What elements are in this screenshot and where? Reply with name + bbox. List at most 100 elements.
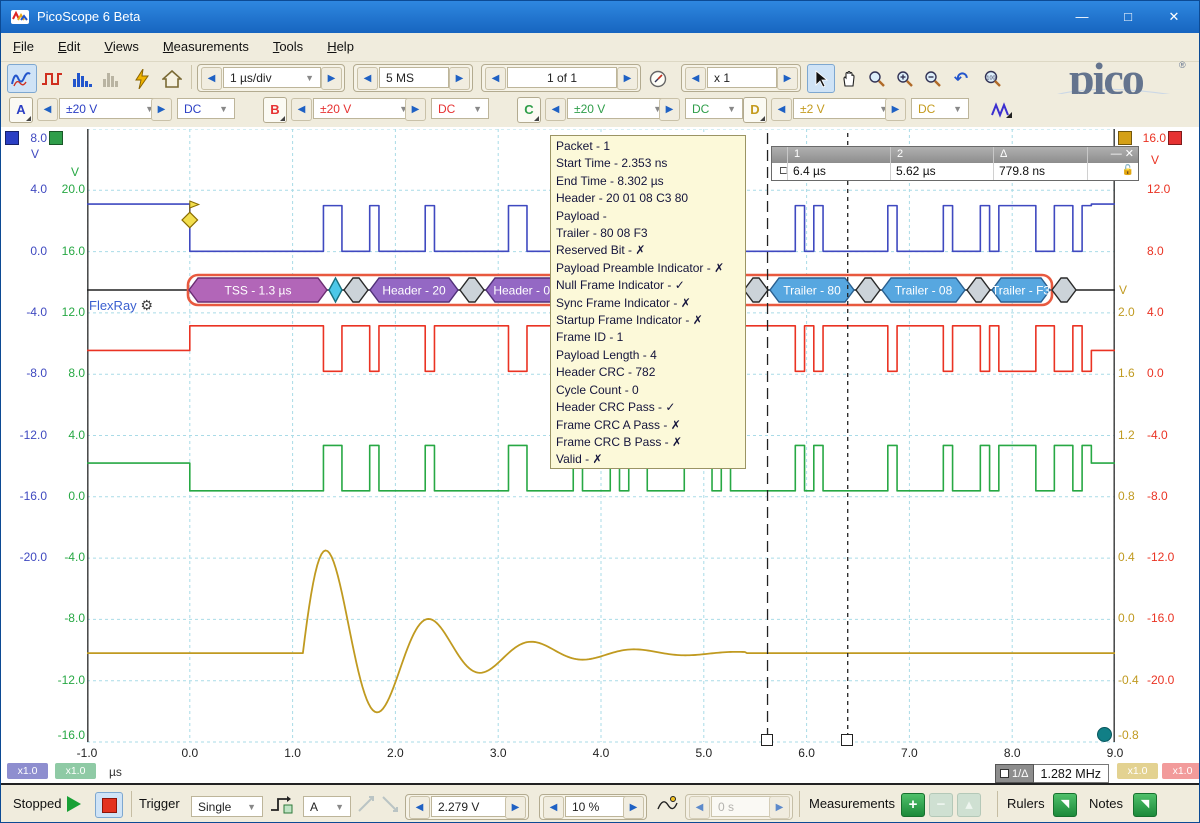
channel-d-marker[interactable] <box>1097 727 1112 742</box>
trigger-level-up[interactable]: ▶ <box>505 796 526 819</box>
scope-view[interactable]: TSS - 1.3 µsHeader - 20Header - 01Header… <box>1 127 1200 785</box>
add-measurement-button[interactable]: + <box>901 793 925 817</box>
trigger-level-down[interactable]: ◀ <box>409 796 430 819</box>
samples-prev-button[interactable]: ◀ <box>357 67 378 90</box>
zoom-prev-button[interactable]: ◀ <box>685 67 706 90</box>
zoom-badge-d[interactable]: x1.0 <box>1117 763 1158 779</box>
stop-button[interactable] <box>95 792 123 818</box>
channel-b-range-select[interactable]: ±20 V▼ <box>313 98 415 119</box>
pretrigger-down[interactable]: ◀ <box>543 796 564 819</box>
start-button[interactable] <box>67 796 81 812</box>
channel-d-range-select[interactable]: ±2 V▼ <box>793 98 895 119</box>
math-channels-button[interactable] <box>987 95 1017 124</box>
channel-a-range-select[interactable]: ±20 V▼ <box>59 98 161 119</box>
maximize-button[interactable]: □ <box>1113 7 1143 27</box>
undo-zoom-button[interactable]: ↶ <box>947 64 975 93</box>
timebase-select[interactable]: 1 µs/div ▼ <box>223 67 321 88</box>
menu-item-help[interactable]: Help <box>315 33 366 60</box>
gear-icon[interactable]: ⚙ <box>140 297 153 313</box>
timebase-prev-button[interactable]: ◀ <box>201 67 222 90</box>
menu-item-tools[interactable]: Tools <box>261 33 315 60</box>
menu-item-file[interactable]: File <box>1 33 46 60</box>
zoom-window-tool-button[interactable] <box>863 64 891 93</box>
channel-d-range-up[interactable]: ▶ <box>885 98 906 121</box>
buffer-next-button[interactable]: ▶ <box>617 67 638 90</box>
channel-c-button[interactable]: C <box>517 97 541 123</box>
trigger-mode-select[interactable]: Single▼ <box>191 796 263 817</box>
channel-a-range-up[interactable]: ▶ <box>151 98 172 121</box>
legend-minimize-button[interactable]: — <box>1111 148 1122 160</box>
legend-close-button[interactable]: ✕ <box>1125 148 1134 160</box>
spectrum-view-button[interactable] <box>67 64 97 93</box>
zoom-in-tool-button[interactable] <box>891 64 919 93</box>
pan-tool-button[interactable] <box>835 64 863 93</box>
frequency-readout[interactable]: 1/Δ 1.282 MHz <box>995 764 1109 783</box>
decode-segment-bss[interactable] <box>744 278 768 302</box>
channel-b-range-up[interactable]: ▶ <box>405 98 426 121</box>
zoom-factor-field[interactable]: x 1 <box>707 67 777 88</box>
delay-up[interactable]: ▶ <box>769 796 790 819</box>
channel-c-coupling-select[interactable]: DC▼ <box>685 98 743 119</box>
zoom-out-tool-button[interactable] <box>919 64 947 93</box>
close-button[interactable]: ✕ <box>1159 7 1189 27</box>
samples-next-button[interactable]: ▶ <box>449 67 470 90</box>
decode-segment-bss[interactable] <box>460 278 484 302</box>
zoom-100-button[interactable]: 100 <box>979 64 1007 93</box>
channel-c-range-up[interactable]: ▶ <box>659 98 680 121</box>
decode-segment-bss[interactable] <box>856 278 880 302</box>
channel-d-coupling-select[interactable]: DC▼ <box>911 98 969 119</box>
zoom-next-button[interactable]: ▶ <box>777 67 798 90</box>
timebase-next-button[interactable]: ▶ <box>321 67 342 90</box>
ruler-legend[interactable]: 1 2 Δ — ✕ 6.4 µs 5.62 µs 779.8 ns 🔓 <box>771 146 1139 181</box>
decode-segment-fss[interactable] <box>329 278 342 302</box>
ruler2-handle[interactable] <box>761 734 773 746</box>
buffer-navigator-button[interactable] <box>645 64 671 93</box>
home-button[interactable] <box>157 64 187 93</box>
pretrigger-field[interactable]: 10 % <box>565 796 629 817</box>
delay-down[interactable]: ◀ <box>689 796 710 819</box>
channel-a-range-down[interactable]: ◀ <box>37 98 58 121</box>
menu-item-views[interactable]: Views <box>92 33 150 60</box>
lock-icon[interactable]: 🔓 <box>1122 165 1134 176</box>
trigger-level-field[interactable]: 2.279 V <box>431 796 511 817</box>
decode-segment-bss[interactable] <box>1052 278 1076 302</box>
notes-button[interactable]: ◥ <box>1133 793 1157 817</box>
channel-a-button[interactable]: A <box>9 97 33 123</box>
channel-c-range-select[interactable]: ±20 V▼ <box>567 98 669 119</box>
notes-label: Notes <box>1089 796 1123 811</box>
channel-d-button[interactable]: D <box>743 97 767 123</box>
decode-segment-bss[interactable] <box>967 278 990 302</box>
decoder-tag[interactable]: FlexRay ⚙ <box>89 297 153 314</box>
rising-edge-icon[interactable] <box>269 793 293 820</box>
digital-view-button[interactable] <box>37 64 67 93</box>
samples-field[interactable]: 5 MS <box>379 67 449 88</box>
buffer-field[interactable]: 1 of 1 <box>507 67 617 88</box>
channel-b-range-down[interactable]: ◀ <box>291 98 312 121</box>
auto-setup-button[interactable] <box>127 64 157 93</box>
scope-view-button[interactable] <box>7 64 37 93</box>
checkbox-icon[interactable] <box>1000 769 1009 778</box>
pretrigger-up[interactable]: ▶ <box>623 796 644 819</box>
trigger-marker[interactable] <box>182 201 199 228</box>
trigger-source-select[interactable]: A▼ <box>303 796 351 817</box>
rulers-button[interactable]: ◥ <box>1053 793 1077 817</box>
zoom-badge-c[interactable]: x1.0 <box>55 763 96 779</box>
menu-item-measurements[interactable]: Measurements <box>151 33 261 60</box>
select-tool-button[interactable] <box>807 64 835 93</box>
channel-c-range-down[interactable]: ◀ <box>545 98 566 121</box>
channel-b-button[interactable]: B <box>263 97 287 123</box>
zoom-badge-a[interactable]: x1.0 <box>7 763 48 779</box>
decode-segment-label: TSS - 1.3 µs <box>225 284 292 298</box>
channel-b-coupling-select[interactable]: DC▼ <box>431 98 489 119</box>
buffer-prev-button[interactable]: ◀ <box>485 67 506 90</box>
channel-d-range-down[interactable]: ◀ <box>771 98 792 121</box>
ruler1-handle[interactable] <box>841 734 853 746</box>
zoom-badge-b[interactable]: x1.0 <box>1162 763 1200 779</box>
channel-a-coupling-select[interactable]: DC▼ <box>177 98 235 119</box>
menu-item-edit[interactable]: Edit <box>46 33 92 60</box>
persistence-view-button[interactable] <box>97 64 127 93</box>
trigger-marker-icon[interactable] <box>655 793 679 820</box>
decode-segment-bss[interactable] <box>344 278 368 302</box>
minimize-button[interactable]: — <box>1067 7 1097 27</box>
ruler-visibility-checkbox[interactable] <box>780 167 787 174</box>
